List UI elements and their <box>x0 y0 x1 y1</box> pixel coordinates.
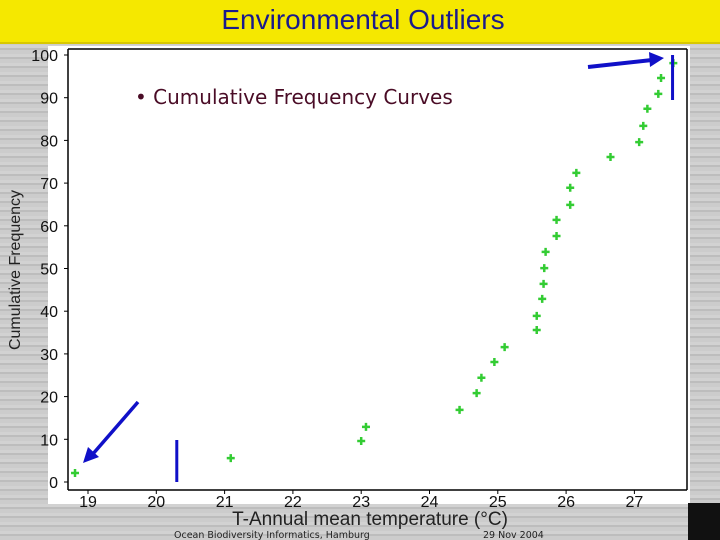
data-point <box>532 325 541 334</box>
y-tick-label: 90 <box>40 91 58 108</box>
title-bar <box>0 0 720 44</box>
lower-outlier-arrow <box>90 400 140 457</box>
x-tick-label: 24 <box>421 494 439 511</box>
x-tick-label: 22 <box>284 494 302 511</box>
data-point <box>552 215 561 224</box>
data-point <box>538 294 547 303</box>
y-tick-label: 40 <box>40 304 58 321</box>
x-tick-label: 25 <box>489 494 507 511</box>
slide-title: Environmental Outliers <box>221 4 505 35</box>
data-point <box>490 358 499 367</box>
data-point <box>654 89 663 98</box>
data-point <box>552 232 561 241</box>
data-point <box>532 311 541 320</box>
y-tick-label: 100 <box>31 48 58 65</box>
data-point <box>472 389 481 398</box>
y-tick-label: 60 <box>40 219 58 236</box>
data-point <box>541 247 550 256</box>
arrow-head-icon <box>649 52 664 67</box>
footer-right: 29 Nov 2004 <box>483 530 544 540</box>
data-point <box>357 437 366 446</box>
data-point <box>455 405 464 414</box>
y-tick-label: 80 <box>40 133 58 150</box>
x-axis-label: T-Annual mean temperature (°C) <box>232 509 508 530</box>
data-point <box>566 183 575 192</box>
data-point <box>226 454 235 463</box>
x-tick-label: 23 <box>352 494 370 511</box>
data-point <box>71 469 80 478</box>
logo <box>688 503 720 540</box>
y-tick-label: 50 <box>40 262 58 279</box>
x-tick-label: 26 <box>557 494 575 511</box>
x-tick-label: 27 <box>626 494 644 511</box>
arrow-head-icon <box>83 447 99 463</box>
x-tick-label: 21 <box>216 494 234 511</box>
data-point <box>540 264 549 273</box>
data-point <box>606 153 615 162</box>
data-point <box>657 74 666 83</box>
y-tick-label: 70 <box>40 176 58 193</box>
data-point <box>500 343 509 352</box>
data-point <box>566 200 575 209</box>
data-point <box>643 104 652 113</box>
y-tick-label: 30 <box>40 347 58 364</box>
data-point <box>361 422 370 431</box>
data-point <box>639 121 648 130</box>
x-tick-label: 20 <box>147 494 165 511</box>
y-axis-label: Cumulative Frequency <box>7 190 24 350</box>
footer-left: Ocean Biodiversity Informatics, Hamburg <box>174 530 370 540</box>
y-tick-label: 0 <box>49 475 58 492</box>
y-tick-label: 10 <box>40 432 58 449</box>
data-point <box>572 168 581 177</box>
upper-outlier-arrow <box>587 58 653 69</box>
data-point <box>635 138 644 147</box>
data-point <box>477 373 486 382</box>
plot-background <box>48 46 690 504</box>
y-tick-label: 20 <box>40 390 58 407</box>
data-point <box>539 279 548 288</box>
bullet-text: • Cumulative Frequency Curves <box>135 85 453 109</box>
x-tick-label: 19 <box>79 494 97 511</box>
